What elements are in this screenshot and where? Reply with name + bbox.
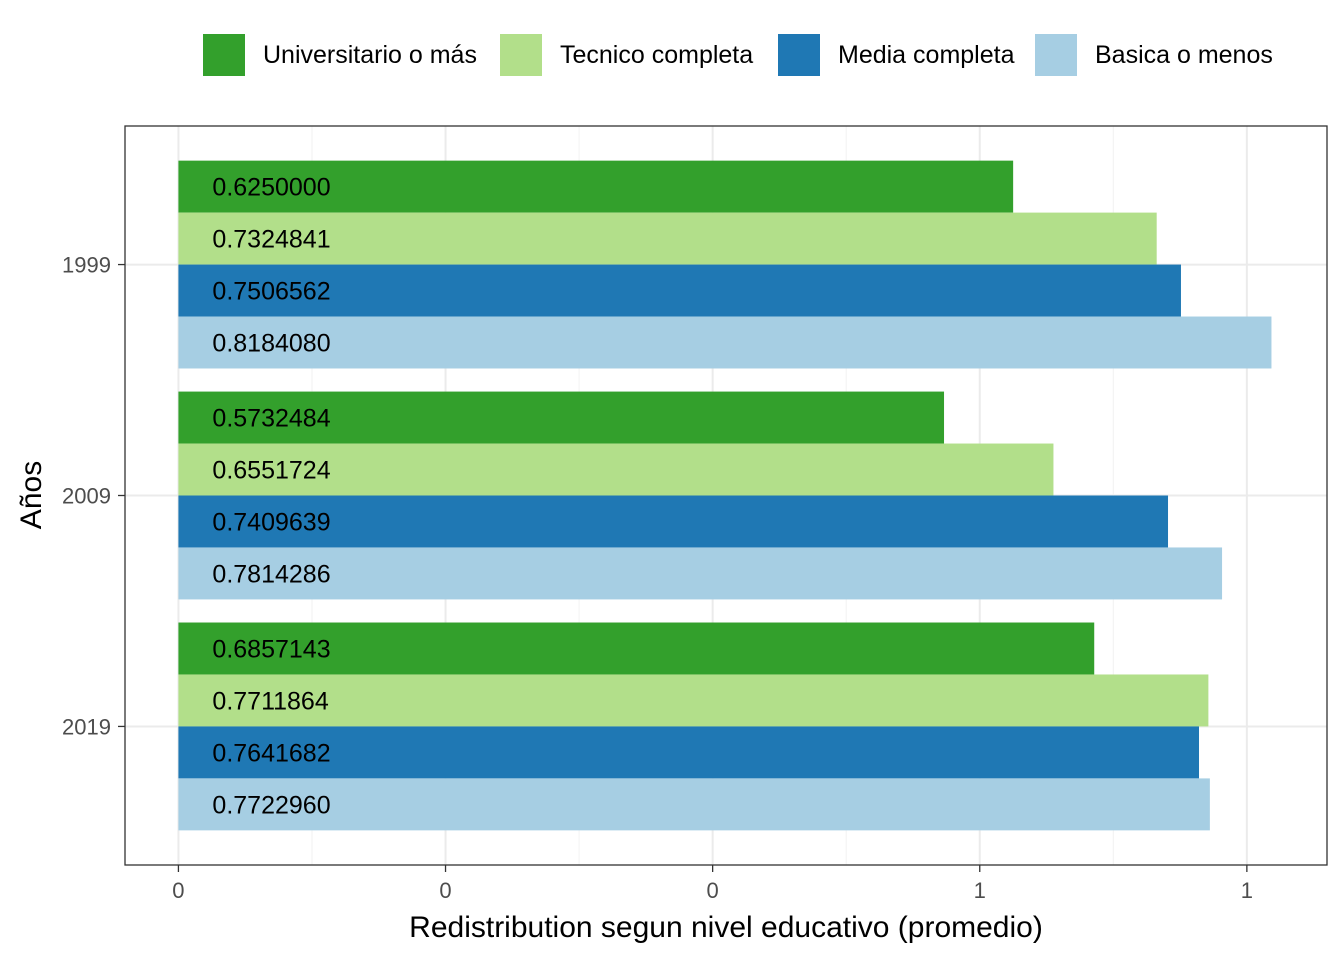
bar-value-label: 0.7711864 bbox=[212, 687, 328, 715]
x-tick-label: 0 bbox=[707, 878, 719, 903]
bar-value-label: 0.7324841 bbox=[212, 226, 330, 254]
bar bbox=[178, 778, 1210, 831]
x-axis-title: Redistribution segun nivel educativo (pr… bbox=[409, 911, 1043, 944]
legend-label-basica: Basica o menos bbox=[1095, 40, 1273, 69]
bar-value-label: 0.7814286 bbox=[212, 560, 330, 588]
bar-value-label: 0.7409639 bbox=[212, 508, 330, 536]
bar bbox=[178, 495, 1169, 548]
bar bbox=[178, 391, 945, 444]
legend-label-universitario: Universitario o más bbox=[263, 40, 477, 69]
x-tick-label: 0 bbox=[172, 878, 184, 903]
bar-value-label: 0.6857143 bbox=[212, 635, 330, 663]
x-tick-label: 1 bbox=[974, 878, 986, 903]
y-tick-label: 2019 bbox=[62, 714, 111, 739]
legend-item-universitario: Universitario o más bbox=[203, 33, 477, 77]
bar bbox=[178, 622, 1095, 675]
x-tick-label: 0 bbox=[439, 878, 451, 903]
bar-value-labels: 0.6250000 0.7324841 0.7506562 0.8184080 0.57… bbox=[212, 174, 330, 820]
bar bbox=[178, 547, 1223, 600]
bar bbox=[178, 674, 1209, 727]
bar bbox=[178, 726, 1200, 779]
bar bbox=[178, 443, 1054, 496]
bar-value-label: 0.5732484 bbox=[212, 405, 330, 433]
legend-key-basica bbox=[1035, 34, 1077, 76]
legend-label-media: Media completa bbox=[838, 40, 1015, 69]
legend-key-universitario bbox=[203, 34, 245, 76]
x-axis: 0 0 0 1 1 bbox=[172, 865, 1253, 903]
bars bbox=[178, 160, 1272, 831]
bar bbox=[178, 264, 1181, 317]
bar bbox=[178, 160, 1014, 213]
bar-value-label: 0.6250000 bbox=[212, 174, 330, 202]
bar bbox=[178, 316, 1272, 369]
legend-key-tecnico bbox=[500, 34, 542, 76]
y-tick-label: 1999 bbox=[62, 253, 111, 278]
legend-key-media bbox=[778, 34, 820, 76]
legend-label-tecnico: Tecnico completa bbox=[560, 40, 754, 69]
legend: Universitario o más Tecnico completa Med… bbox=[0, 33, 1344, 77]
y-axis: 1999 2009 2019 bbox=[62, 253, 125, 739]
bar-value-label: 0.7641682 bbox=[212, 739, 330, 767]
bar-value-label: 0.7506562 bbox=[212, 278, 330, 306]
y-tick-label: 2009 bbox=[62, 484, 111, 509]
legend-item-tecnico: Tecnico completa bbox=[500, 33, 753, 77]
bar-value-label: 0.6551724 bbox=[212, 457, 330, 485]
legend-item-media: Media completa bbox=[778, 33, 1014, 77]
legend-item-basica: Basica o menos bbox=[1035, 33, 1273, 77]
bar-value-label: 0.7722960 bbox=[212, 791, 330, 819]
bar bbox=[178, 212, 1157, 265]
bar-value-label: 0.8184080 bbox=[212, 330, 330, 358]
x-tick-label: 1 bbox=[1241, 878, 1253, 903]
y-axis-title: Años bbox=[15, 461, 48, 529]
